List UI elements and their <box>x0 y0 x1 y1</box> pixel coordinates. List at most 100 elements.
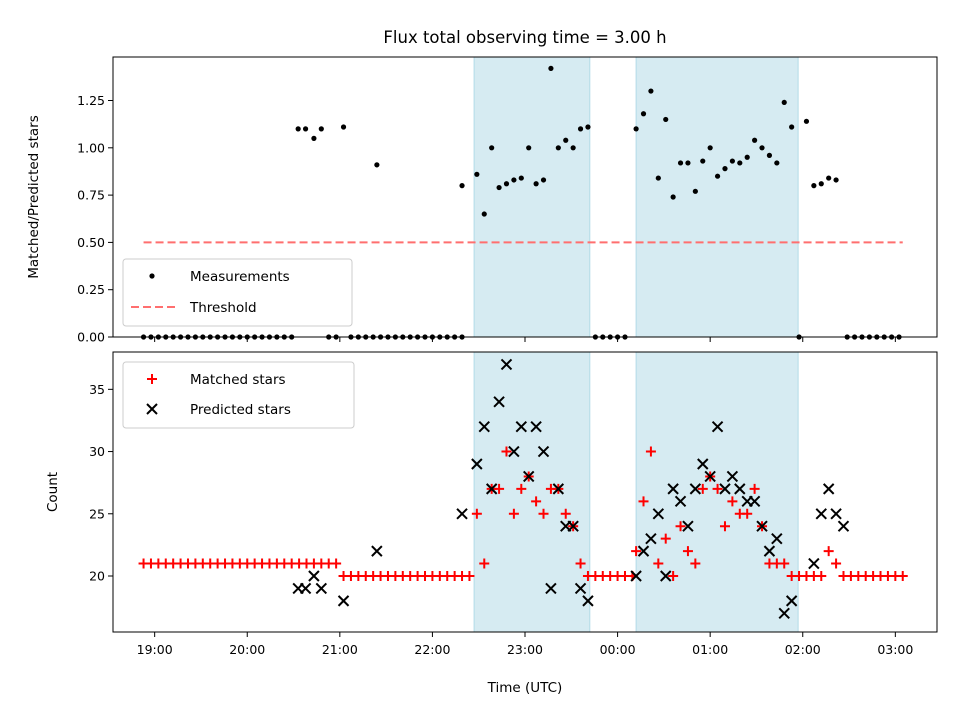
bottom-ylabel: Count <box>45 472 61 512</box>
matched-star-marker <box>464 571 475 581</box>
top-ytick-label: 1.25 <box>77 93 105 108</box>
measurement-point <box>570 145 576 151</box>
measurement-point <box>318 126 324 132</box>
predicted-star-marker <box>522 470 535 483</box>
bottom-xtick-label: 23:00 <box>507 642 543 657</box>
measurement-point <box>496 184 502 191</box>
matched-star-marker <box>660 533 671 544</box>
top-panel: 0.00 0.25 0.50 0.75 1.00 1.25 Flux total obser… <box>26 28 938 345</box>
bottom-xtick-label: 20:00 <box>229 642 265 657</box>
matched-star-marker <box>631 546 642 557</box>
predicted-star-marker <box>697 458 709 470</box>
matched-star-marker <box>742 508 753 519</box>
predicted-star-marker <box>652 508 665 520</box>
measurement-point <box>833 177 839 183</box>
top-ytick-label: 0.00 <box>77 330 105 345</box>
top-ytick-label: 1.00 <box>77 140 105 155</box>
measurement-point <box>340 124 347 130</box>
predicted-star-marker <box>763 545 776 557</box>
matched-star-marker <box>749 483 760 494</box>
measurement-point <box>759 145 765 151</box>
measurement-point <box>737 160 743 166</box>
matched-star-marker <box>494 483 505 494</box>
shaded-interval <box>635 56 799 338</box>
measurement-point <box>692 188 698 194</box>
matched-star-marker <box>471 508 482 519</box>
measurement-point <box>744 154 750 160</box>
measurement-point <box>577 126 584 132</box>
predicted-star-marker <box>637 545 650 557</box>
measurement-point <box>766 152 773 158</box>
predicted-star-marker <box>630 570 642 582</box>
predicted-star-marker <box>146 403 158 415</box>
matched-star-marker <box>508 508 519 519</box>
measurement-point <box>526 145 532 151</box>
bottom-ytick-label: 30 <box>89 444 105 459</box>
predicted-star-marker <box>545 582 557 595</box>
top-ytick-label: 0.50 <box>77 235 105 250</box>
measurement-point <box>722 166 728 172</box>
matched-star-marker <box>331 558 342 569</box>
bottom-xtick-label: 19:00 <box>137 642 173 657</box>
matched-star-marker <box>531 496 542 507</box>
matched-star-marker <box>816 571 827 581</box>
bottom-panel: 20 25 30 35 19:00 20:00 21:00 22:00 23:00 00:00 01… <box>45 351 938 696</box>
measurement-point <box>474 171 480 177</box>
measurement-point <box>655 175 661 181</box>
measurement-point <box>811 183 817 189</box>
matched-star-marker <box>682 546 693 557</box>
measurement-point <box>640 111 647 117</box>
top-legend-box <box>122 258 353 327</box>
predicted-star-marker <box>734 483 746 495</box>
predicted-star-marker <box>315 582 328 595</box>
predicted-star-marker <box>830 508 842 520</box>
bottom-legend-box <box>122 361 355 429</box>
predicted-star-marker <box>574 582 587 595</box>
measurement-point <box>563 137 569 143</box>
predicted-star-marker <box>508 445 520 458</box>
measurement-point <box>585 124 591 130</box>
measurement-point <box>803 118 810 124</box>
predicted-star-marker <box>822 483 835 495</box>
matched-star-marker <box>668 571 679 581</box>
bottom-xtick-label: 00:00 <box>600 642 636 657</box>
predicted-star-marker <box>778 607 790 620</box>
bottom-ytick-label: 35 <box>89 382 105 397</box>
predicted-star-marker <box>719 483 731 495</box>
measurement-point <box>818 181 824 187</box>
matched-star-marker <box>538 508 549 519</box>
measurement-point <box>677 160 684 166</box>
bottom-xtick-label: 03:00 <box>877 642 913 657</box>
measurement-point <box>548 65 554 71</box>
top-legend-label-threshold: Threshold <box>189 300 257 316</box>
bottom-xlabel: Time (UTC) <box>487 680 563 696</box>
predicted-star-marker <box>500 358 513 371</box>
predicted-star-marker <box>515 420 528 433</box>
measurement-point <box>707 145 713 151</box>
measurement-point <box>729 158 735 164</box>
measurement-point <box>633 126 639 132</box>
matched-star-marker <box>575 558 586 569</box>
predicted-star-marker <box>645 532 657 545</box>
matched-star-marker <box>823 546 834 557</box>
matched-star-marker <box>690 558 701 569</box>
predicted-star-marker <box>704 470 716 483</box>
predicted-star-marker <box>674 495 687 508</box>
matched-star-marker <box>712 483 723 494</box>
predicted-star-marker <box>689 483 702 495</box>
measurement-point <box>700 158 706 164</box>
measurement-point <box>489 145 495 151</box>
predicted-star-marker <box>771 532 783 545</box>
matched-star-marker <box>147 374 157 384</box>
predicted-star-marker <box>478 420 490 433</box>
measurement-point <box>648 88 654 94</box>
predicted-star-marker <box>660 570 672 582</box>
matched-star-marker <box>645 446 656 457</box>
predicted-star-marker <box>537 445 550 458</box>
measurement-point <box>503 181 510 187</box>
top-legend-label-measurements: Measurements <box>190 269 290 285</box>
predicted-star-marker <box>837 520 850 532</box>
measurement-point <box>555 145 561 151</box>
measurement-point <box>781 99 787 106</box>
top-ytick-label: 0.75 <box>77 188 105 203</box>
